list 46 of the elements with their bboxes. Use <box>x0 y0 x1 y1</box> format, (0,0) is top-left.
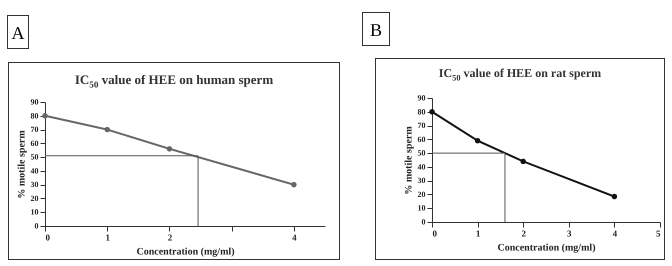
x-tick-label: 1 <box>476 228 481 238</box>
x-axis-title: Concentration (mg/ml) <box>136 246 235 258</box>
point <box>520 158 526 164</box>
x-tick-label: 2 <box>168 232 173 242</box>
y-tick-label: 60 <box>30 138 38 148</box>
point <box>166 146 172 152</box>
y-tick-label: 90 <box>30 98 38 106</box>
y-axis-title: % motile sperm <box>404 126 414 195</box>
text: A <box>7 15 29 49</box>
y-tick-label: 20 <box>418 190 426 199</box>
x-tick-label: 0 <box>46 232 50 242</box>
y-tick-label: 50 <box>30 152 38 162</box>
y-axis-title: % motile sperm <box>16 130 28 199</box>
y-tick-label: 20 <box>30 194 38 203</box>
y-tick-label: 40 <box>418 162 426 172</box>
x-axis-title: Concentration (mg/ml) <box>497 242 596 254</box>
y-tick-label: 0 <box>34 222 38 230</box>
x-tick-label: 4 <box>292 232 298 242</box>
y-tick-label: 70 <box>30 125 38 134</box>
point <box>612 194 618 200</box>
x-tick-label: 4 <box>612 228 618 238</box>
point <box>104 126 110 132</box>
x-tick-label: 2 <box>521 228 526 238</box>
y-tick-label: 50 <box>418 148 426 158</box>
chart-title: IC$_{50}$ value of HEE on rat sperm <box>438 65 602 84</box>
point <box>474 138 480 144</box>
y-tick-label: 80 <box>418 107 426 116</box>
chart-title: IC$_{50}$ value of HEE on human sperm <box>74 71 274 92</box>
y-tick-label: 90 <box>418 94 426 102</box>
y-tick-label: 70 <box>418 121 426 130</box>
y-tick-label: 80 <box>30 111 38 120</box>
text: B <box>362 12 390 46</box>
x-tick-label: 0 <box>432 228 438 238</box>
x-tick-label: 3 <box>567 228 572 238</box>
y-tick-label: 60 <box>418 134 426 144</box>
point <box>42 113 48 119</box>
x-tick-label: 5 <box>656 228 661 238</box>
point <box>291 182 297 188</box>
x-tick-label: 1 <box>105 232 110 242</box>
y-tick-label: 40 <box>30 166 38 176</box>
y-tick-label: 0 <box>422 218 426 226</box>
y-tick-label: 30 <box>30 180 38 190</box>
point <box>429 109 435 115</box>
y-tick-label: 10 <box>30 208 38 217</box>
y-tick-label: 10 <box>418 204 426 213</box>
y-tick-label: 30 <box>418 176 426 186</box>
